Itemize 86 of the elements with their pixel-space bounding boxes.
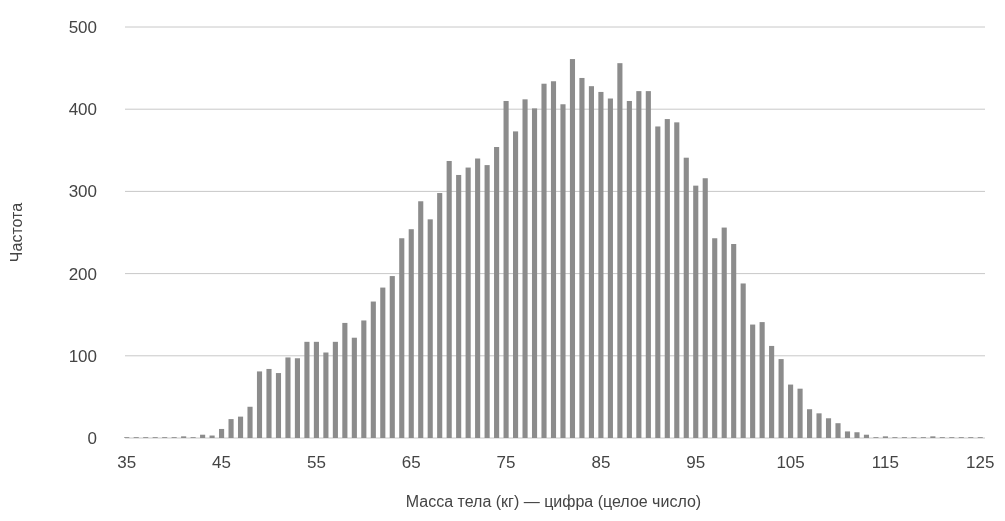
bar — [645, 91, 651, 438]
bar — [797, 388, 803, 438]
bar — [617, 63, 623, 438]
bar — [750, 324, 756, 438]
x-tick-label: 125 — [966, 453, 995, 472]
bar — [494, 147, 500, 438]
bar — [531, 108, 538, 438]
y-tick-label: 400 — [68, 100, 97, 120]
bar — [693, 185, 699, 438]
bar — [825, 418, 832, 438]
bar — [332, 341, 338, 438]
bar — [541, 83, 547, 438]
bar — [513, 131, 519, 438]
bar — [266, 368, 272, 438]
bar — [721, 227, 727, 438]
bar — [579, 77, 585, 438]
x-tick-label: 45 — [212, 453, 232, 472]
bar — [816, 413, 822, 438]
bar — [598, 91, 604, 438]
y-tick-label: 300 — [68, 182, 97, 202]
bar — [626, 100, 632, 438]
bar — [256, 371, 263, 438]
y-tick-label: 0 — [87, 428, 97, 448]
x-tick-label: 55 — [306, 453, 326, 472]
bar — [427, 219, 433, 438]
bar — [560, 104, 566, 438]
bar — [323, 352, 329, 438]
bar — [674, 122, 680, 438]
bar — [788, 384, 794, 438]
bar — [522, 99, 528, 438]
bar — [370, 301, 376, 438]
bar — [237, 416, 244, 438]
bar — [683, 157, 689, 438]
x-tick-label: 75 — [496, 453, 516, 472]
bar — [418, 201, 424, 438]
bar — [247, 406, 253, 438]
bar — [399, 238, 405, 438]
bar — [484, 165, 490, 438]
bar — [408, 229, 414, 438]
x-tick-label: 35 — [117, 453, 137, 472]
x-tick-label: 65 — [401, 453, 421, 472]
bar — [806, 409, 813, 438]
x-tick-label: 85 — [591, 453, 611, 472]
bar — [731, 244, 737, 438]
bar — [740, 283, 746, 438]
bar — [342, 322, 348, 438]
bar — [437, 193, 443, 438]
bar — [446, 160, 452, 438]
bar — [465, 167, 471, 438]
bar — [550, 81, 557, 438]
bar — [769, 345, 775, 438]
y-tick-label: 200 — [68, 264, 97, 284]
bar — [854, 432, 860, 438]
bar — [655, 126, 661, 438]
bar — [588, 86, 594, 438]
bar — [389, 276, 395, 438]
bar — [380, 287, 386, 438]
bar — [759, 322, 765, 438]
x-axis-title: Масса тела (кг) — цифра (целое число) — [405, 493, 702, 510]
y-tick-label: 500 — [68, 17, 97, 37]
bar — [778, 359, 784, 438]
bar — [503, 100, 509, 438]
y-axis-title: Частота — [8, 202, 25, 263]
x-tick-label: 95 — [686, 453, 706, 472]
bar — [835, 423, 841, 438]
x-tick-label: 115 — [871, 453, 899, 472]
bar — [636, 91, 642, 438]
bar — [228, 419, 234, 438]
bar — [607, 98, 613, 438]
bar — [219, 428, 225, 438]
bar — [304, 341, 310, 438]
bar — [351, 337, 357, 438]
bar — [712, 238, 718, 438]
bar — [569, 59, 576, 438]
x-tick-label: 105 — [776, 453, 805, 472]
bar — [275, 373, 282, 438]
y-tick-label: 100 — [68, 346, 97, 366]
bar — [361, 320, 367, 438]
bar — [456, 174, 462, 438]
bar — [294, 358, 301, 438]
bar — [844, 431, 851, 438]
bar — [702, 178, 708, 438]
bar — [313, 341, 319, 438]
bar — [664, 119, 670, 438]
bar — [475, 158, 481, 438]
bar — [285, 357, 291, 438]
